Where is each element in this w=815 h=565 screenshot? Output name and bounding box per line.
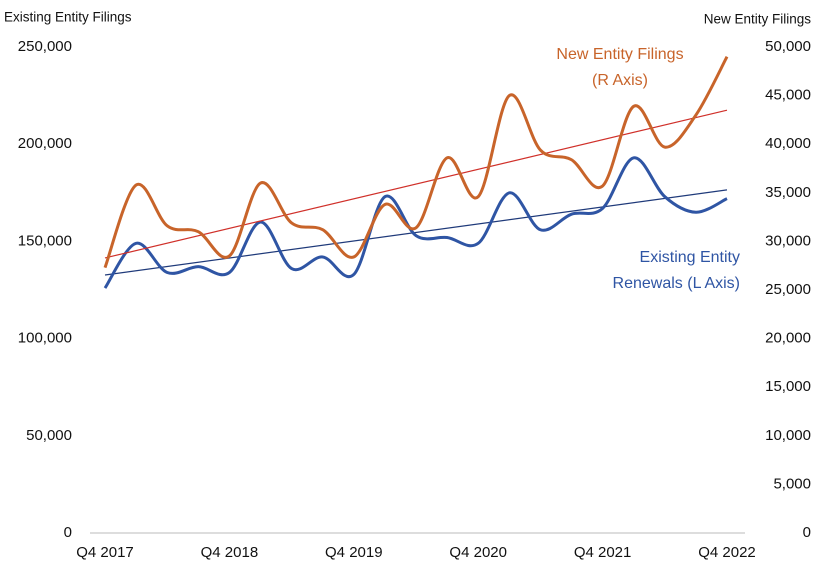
x-tick-label: Q4 2018 [201,544,259,561]
trend-line [104,109,728,259]
x-tick-label: Q4 2021 [574,544,632,561]
y-axis-title: Existing Entity Filings [4,10,132,25]
y-tick-label: 50,000 [26,427,72,444]
y2-tick-label: 15,000 [765,378,811,395]
y2-tick-label: 0 [803,524,811,541]
y2-tick-label: 40,000 [765,135,811,152]
series-annotation: Existing Entity [640,249,740,266]
y-tick-label: 100,000 [18,330,72,347]
y2-tick-label: 45,000 [765,87,811,104]
x-tick-label: Q4 2022 [698,544,756,561]
y2-tick-label: 30,000 [765,232,811,249]
y2-tick-label: 5,000 [773,475,811,492]
series-annotation: (R Axis) [592,72,648,89]
y-tick-label: 200,000 [18,135,72,152]
y2-axis-title: New Entity Filings [704,12,812,27]
y2-tick-label: 10,000 [765,427,811,444]
data-line [103,56,729,269]
data-line [103,156,728,289]
series-annotation: New Entity Filings [556,46,683,63]
y2-tick-label: 20,000 [765,330,811,347]
y-tick-label: 150,000 [18,232,72,249]
y2-tick-label: 35,000 [765,184,811,201]
y-tick-label: 0 [64,524,72,541]
y2-tick-label: 25,000 [765,281,811,298]
y2-tick-label: 50,000 [765,38,811,55]
trend-line [104,189,728,276]
x-tick-label: Q4 2020 [449,544,507,561]
y-tick-label: 250,000 [18,38,72,55]
x-tick-label: Q4 2019 [325,544,383,561]
x-tick-label: Q4 2017 [76,544,134,561]
series-annotation: Renewals (L Axis) [613,275,740,292]
